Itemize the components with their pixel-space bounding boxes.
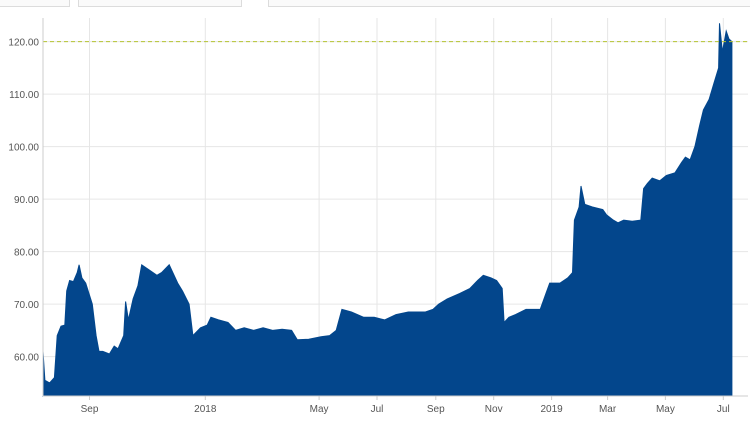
top-tab-right[interactable] <box>268 0 750 7</box>
x-tick-label-4: Sep <box>427 404 445 415</box>
area-fill <box>42 23 733 397</box>
y-axis-ticks: 60.00 70.00 80.00 90.00 100.00 110.00 120.00 <box>8 38 39 364</box>
x-tick-label-0: Sep <box>81 404 99 415</box>
x-tick-label-7: Mar <box>599 404 617 415</box>
x-tick-label-3: Jul <box>371 404 384 415</box>
top-tab-middle[interactable] <box>78 0 242 7</box>
y-tick-label-3: 90.00 <box>14 195 39 206</box>
top-strip <box>0 0 750 9</box>
x-tick-label-8: May <box>656 404 675 415</box>
y-tick-label-4: 100.00 <box>8 143 39 154</box>
x-tick-label-9: Jul <box>717 404 730 415</box>
x-tick-label-1: 2018 <box>194 404 217 415</box>
x-axis-ticks: Sep 2018 May Jul Sep Nov 2019 Mar May Jul <box>81 396 730 415</box>
y-tick-label-0: 60.00 <box>14 353 39 364</box>
top-tab-left[interactable] <box>0 0 70 7</box>
axes <box>42 18 748 397</box>
x-tick-label-2: May <box>310 404 329 415</box>
y-tick-label-5: 110.00 <box>9 90 39 101</box>
y-tick-label-2: 80.00 <box>14 248 39 259</box>
y-tick-label-1: 70.00 <box>14 300 39 311</box>
series-area <box>42 23 733 397</box>
y-tick-label-6: 120.00 <box>8 38 39 49</box>
x-tick-label-5: Nov <box>485 404 503 415</box>
x-tick-label-6: 2019 <box>540 404 563 415</box>
